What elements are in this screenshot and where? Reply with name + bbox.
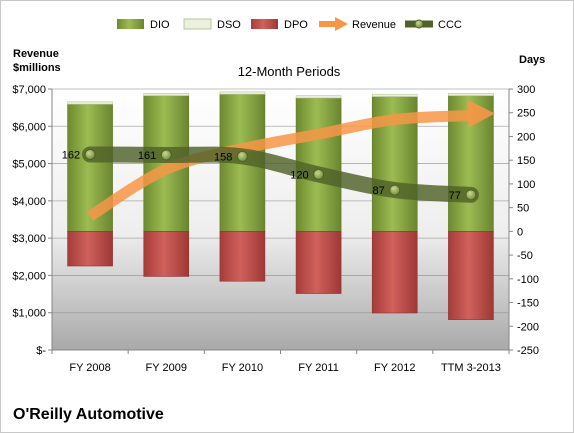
right-tick-label: 0 (517, 226, 523, 238)
dso-bar (295, 95, 342, 99)
dso-bar (448, 92, 494, 96)
right-tick-label: -250 (517, 345, 539, 357)
dso-bar (219, 91, 266, 95)
dpo-bar (295, 231, 342, 294)
left-tick-label: $7,000 (12, 84, 46, 96)
right-tick-label: -150 (517, 298, 539, 310)
dso-bar (143, 92, 190, 96)
right-tick-label: -50 (517, 250, 533, 262)
legend-swatch-revenue-head (335, 17, 348, 31)
ccc-point (160, 149, 172, 161)
ccc-line (82, 146, 479, 203)
dpo-bar (219, 231, 266, 282)
left-tick-label: $6,000 (12, 121, 46, 133)
dpo-bar (448, 231, 494, 320)
right-tick-label: -100 (517, 274, 539, 286)
legend-swatch-dpo (251, 19, 278, 29)
dpo-bar (67, 231, 113, 267)
x-tick-label: FY 2012 (374, 362, 415, 374)
left-axis-title-line: Revenue (13, 48, 59, 60)
axes: $- $1,000 $2,000 $3,000 $4,000 $5,000 $6,000 $7… (12, 84, 539, 374)
plot-background (52, 89, 509, 350)
legend-swatch-dio (117, 19, 144, 29)
right-tick-label: 150 (517, 155, 535, 167)
ccc-data-label: 161 (138, 150, 156, 162)
company-name: O'Reilly Automotive (13, 406, 164, 423)
right-tick-label: 50 (517, 203, 529, 215)
x-tick-label: FY 2010 (222, 362, 263, 374)
x-tick-label: FY 2008 (69, 362, 110, 374)
ccc-data-label: 87 (373, 185, 385, 197)
revenue-arrowhead (466, 99, 495, 128)
x-tick-label: TTM 3-2013 (441, 362, 501, 374)
legend-label-revenue: Revenue (352, 19, 396, 31)
x-tick-label: FY 2011 (298, 362, 339, 374)
right-tick-label: 200 (517, 131, 535, 143)
ccc-data-label: 77 (449, 190, 461, 202)
right-axis-title: Days (519, 54, 545, 66)
legend-label-dio: DIO (150, 19, 170, 31)
legend-label-dpo: DPO (284, 19, 308, 31)
dso-bar (67, 101, 113, 105)
dso-bar (371, 93, 418, 97)
revenue-line (87, 109, 472, 221)
ccc-series: 162 161 158 120 87 77 (62, 146, 479, 203)
revenue-series (87, 99, 495, 221)
left-axis-title-line: $millions (13, 62, 61, 74)
ccc-data-label: 158 (214, 151, 232, 163)
legend-swatch-dso (183, 18, 212, 30)
right-tick-label: -200 (517, 321, 539, 333)
ccc-data-label: 120 (290, 169, 308, 181)
ccc-point (84, 148, 96, 160)
ccc-point (465, 189, 477, 201)
dpo-bar (143, 231, 190, 277)
titles: Revenue $millions Days 12-Month Periods O'Re… (13, 48, 545, 423)
left-tick-label: $2,000 (12, 270, 46, 282)
ccc-point (236, 150, 248, 162)
left-tick-label: $3,000 (12, 233, 46, 245)
ccc-data-label: 162 (62, 149, 80, 161)
ccc-point (389, 184, 401, 196)
left-tick-label: $5,000 (12, 159, 46, 171)
ccc-point (313, 168, 325, 180)
legend-label-dso: DSO (217, 19, 241, 31)
x-tick-label: FY 2009 (146, 362, 187, 374)
right-tick-label: 100 (517, 179, 535, 191)
left-tick-label: $4,000 (12, 196, 46, 208)
legend: DIO DSO DPO Revenue CCC (117, 17, 462, 31)
chart-title: 12-Month Periods (238, 64, 341, 79)
left-tick-label: $- (36, 345, 46, 357)
legend-swatch-ccc-dot (414, 19, 424, 29)
legend-label-ccc: CCC (438, 19, 462, 31)
right-tick-label: 250 (517, 108, 535, 120)
left-axis-title: Revenue $millions (13, 48, 61, 74)
dpo-bar (371, 231, 418, 314)
right-tick-label: 300 (517, 84, 535, 96)
left-tick-label: $1,000 (12, 308, 46, 320)
